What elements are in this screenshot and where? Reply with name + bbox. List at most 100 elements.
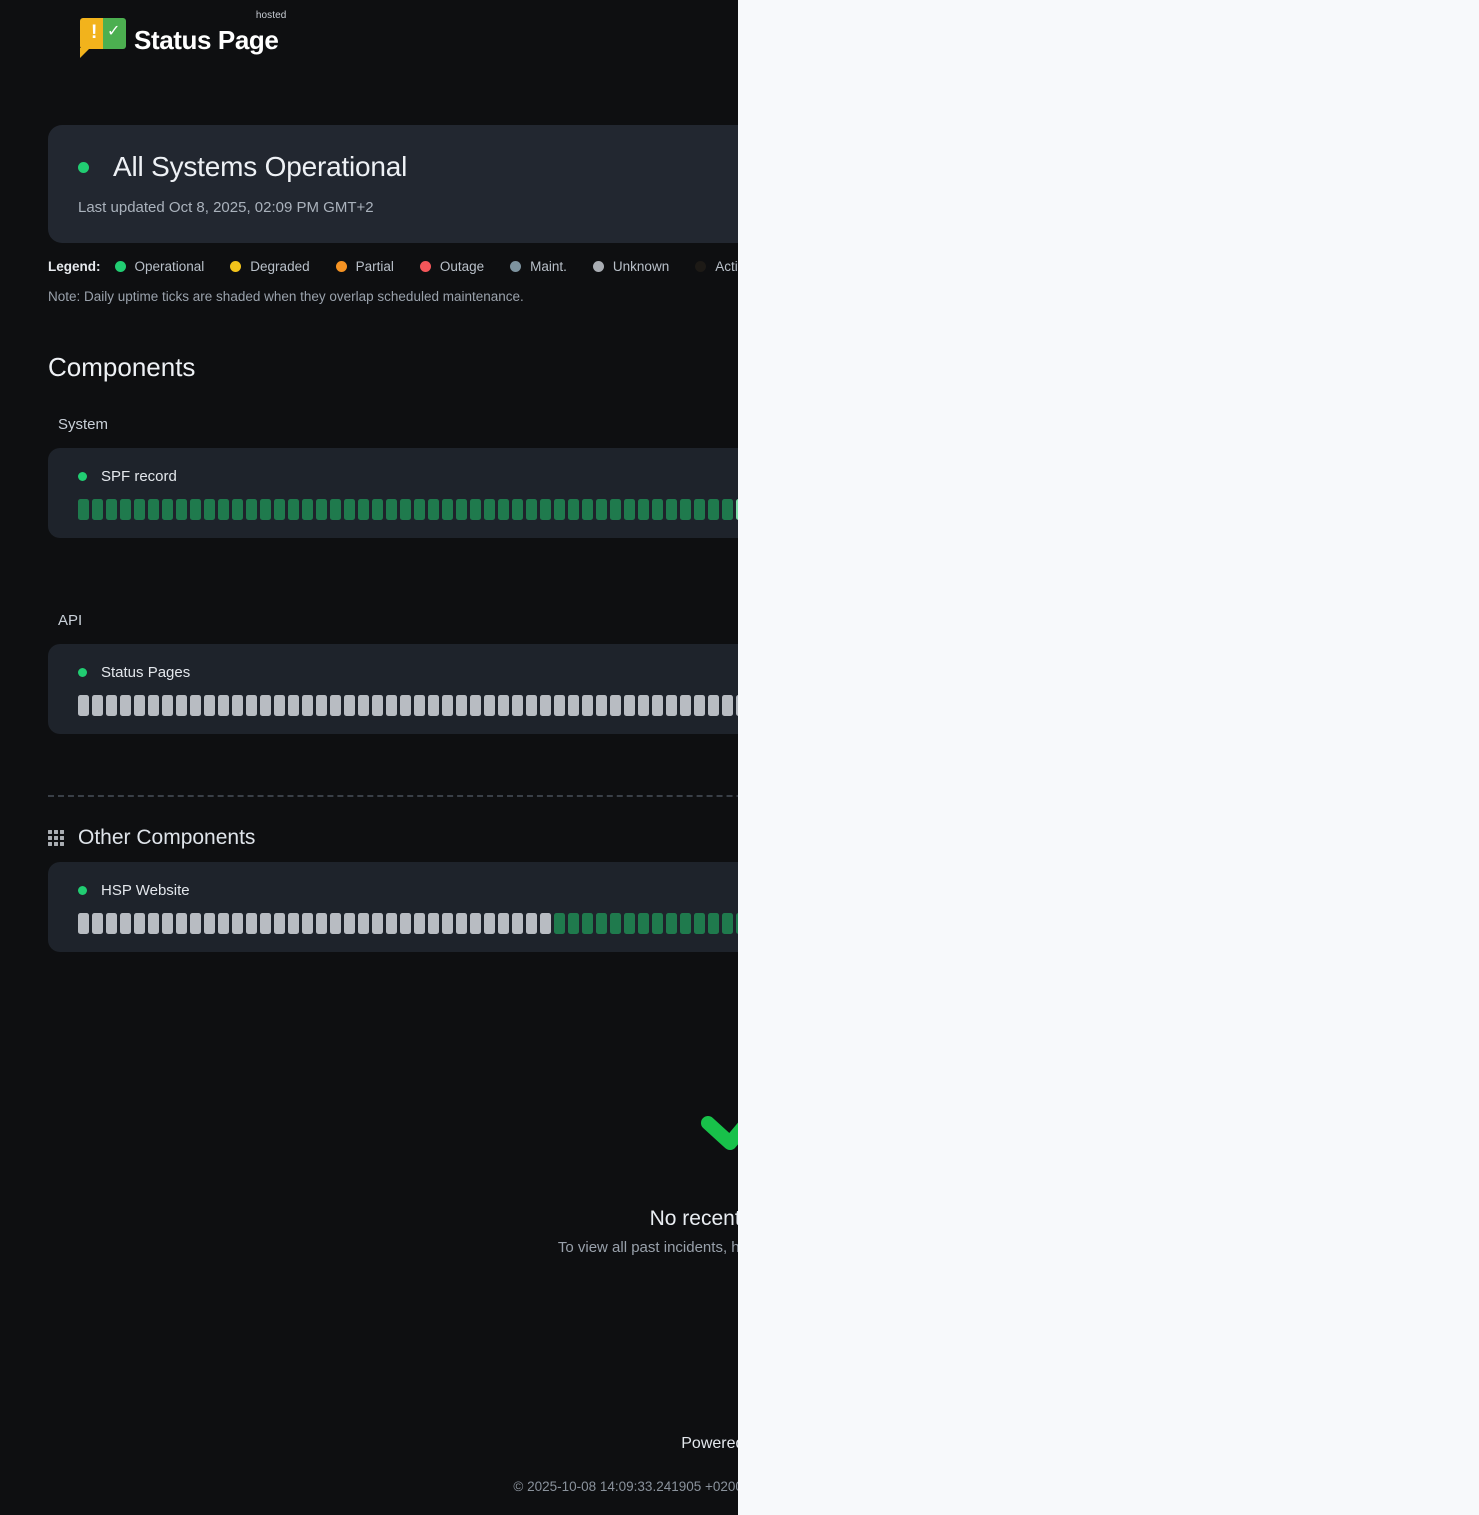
uptime-tick[interactable] [596, 913, 607, 934]
uptime-tick[interactable] [1086, 913, 1097, 934]
uptime-tick[interactable] [988, 913, 999, 934]
uptime-tick[interactable] [1184, 913, 1195, 934]
uptime-tick[interactable] [470, 913, 481, 934]
uptime-tick[interactable] [92, 695, 103, 716]
uptime-tick[interactable] [610, 499, 621, 520]
uptime-tick[interactable] [470, 695, 481, 716]
uptime-tick[interactable] [330, 499, 341, 520]
uptime-tick[interactable] [316, 499, 327, 520]
uptime-tick[interactable] [988, 695, 999, 716]
uptime-tick[interactable] [190, 695, 201, 716]
uptime-tick[interactable] [1072, 695, 1083, 716]
chevron-up-icon[interactable]: ⌃ [1419, 416, 1431, 432]
uptime-tick[interactable] [568, 695, 579, 716]
uptime-tick[interactable] [624, 695, 635, 716]
uptime-tick[interactable] [176, 695, 187, 716]
uptime-tick[interactable] [652, 499, 663, 520]
uptime-tick[interactable] [652, 913, 663, 934]
uptime-tick[interactable] [232, 695, 243, 716]
uptime-tick[interactable] [918, 913, 929, 934]
uptime-tick[interactable] [176, 913, 187, 934]
uptime-tick[interactable] [862, 695, 873, 716]
uptime-tick[interactable] [1268, 499, 1279, 520]
uptime-tick[interactable] [582, 499, 593, 520]
uptime-tick[interactable] [78, 913, 89, 934]
uptime-tick[interactable] [1212, 695, 1223, 716]
uptime-tick[interactable] [456, 913, 467, 934]
uptime-tick[interactable] [274, 499, 285, 520]
uptime-tick[interactable] [428, 695, 439, 716]
uptime-tick[interactable] [680, 913, 691, 934]
uptime-tick[interactable] [1072, 913, 1083, 934]
uptime-tick[interactable] [540, 913, 551, 934]
uptime-tick[interactable] [442, 695, 453, 716]
uptime-tick[interactable] [358, 695, 369, 716]
uptime-tick[interactable] [1100, 499, 1111, 520]
uptime-tick[interactable] [1310, 499, 1321, 520]
nav-incidents[interactable]: Incidents [1143, 31, 1204, 49]
uptime-tick[interactable] [1268, 913, 1279, 934]
uptime-tick[interactable] [960, 913, 971, 934]
uptime-tick[interactable] [792, 499, 803, 520]
uptime-tick[interactable] [176, 499, 187, 520]
uptime-tick[interactable] [1198, 695, 1209, 716]
uptime-tick[interactable] [778, 913, 789, 934]
status-page-logo-icon-small[interactable]: ! ✓ [775, 1434, 798, 1453]
uptime-tick[interactable] [638, 695, 649, 716]
uptime-tick[interactable] [1240, 695, 1251, 716]
uptime-tick[interactable] [778, 695, 789, 716]
uptime-tick[interactable] [484, 499, 495, 520]
theme-toggle-button[interactable] [1352, 25, 1399, 55]
uptime-tick[interactable] [498, 913, 509, 934]
uptime-tick[interactable] [1380, 695, 1391, 716]
uptime-tick[interactable] [344, 499, 355, 520]
uptime-tick[interactable] [162, 913, 173, 934]
refresh-icon[interactable]: ↻ [1389, 664, 1401, 681]
uptime-tick[interactable] [1268, 695, 1279, 716]
uptime-tick[interactable] [106, 913, 117, 934]
uptime-tick[interactable] [1030, 695, 1041, 716]
uptime-tick[interactable] [344, 913, 355, 934]
uptime-tick[interactable] [1044, 913, 1055, 934]
uptime-tick[interactable] [932, 913, 943, 934]
uptime-tick[interactable] [750, 499, 761, 520]
uptime-tick[interactable] [1002, 695, 1013, 716]
uptime-tick[interactable] [876, 499, 887, 520]
uptime-tick[interactable] [1128, 499, 1139, 520]
uptime-tick[interactable] [554, 695, 565, 716]
uptime-tick[interactable] [974, 499, 985, 520]
uptime-tick[interactable] [442, 499, 453, 520]
uptime-tick[interactable] [1016, 913, 1027, 934]
uptime-tick[interactable] [722, 499, 733, 520]
uptime-tick[interactable] [1170, 913, 1181, 934]
uptime-tick[interactable] [386, 499, 397, 520]
uptime-tick[interactable] [134, 913, 145, 934]
uptime-tick[interactable] [120, 913, 131, 934]
uptime-tick[interactable] [204, 913, 215, 934]
uptime-tick[interactable] [274, 913, 285, 934]
uptime-tick[interactable] [302, 913, 313, 934]
uptime-tick[interactable] [134, 499, 145, 520]
uptime-tick[interactable] [1240, 913, 1251, 934]
uptime-tick[interactable] [1002, 913, 1013, 934]
uptime-tick[interactable] [1142, 695, 1153, 716]
uptime-tick[interactable] [358, 913, 369, 934]
uptime-tick[interactable] [288, 913, 299, 934]
uptime-tick[interactable] [1156, 499, 1167, 520]
subscribe-button[interactable]: Subscribe [1225, 24, 1330, 56]
uptime-tick[interactable] [1156, 695, 1167, 716]
uptime-tick[interactable] [1338, 695, 1349, 716]
uptime-tick[interactable] [470, 499, 481, 520]
uptime-tick[interactable] [414, 695, 425, 716]
uptime-tick[interactable] [218, 499, 229, 520]
chevron-up-icon[interactable]: ⌃ [1419, 612, 1431, 628]
uptime-tick[interactable] [918, 695, 929, 716]
uptime-tick[interactable] [260, 695, 271, 716]
uptime-tick[interactable] [400, 913, 411, 934]
uptime-tick[interactable] [344, 695, 355, 716]
uptime-tick[interactable] [1226, 695, 1237, 716]
uptime-tick[interactable] [442, 913, 453, 934]
uptime-tick[interactable] [834, 499, 845, 520]
uptime-tick[interactable] [582, 695, 593, 716]
uptime-tick[interactable] [820, 913, 831, 934]
